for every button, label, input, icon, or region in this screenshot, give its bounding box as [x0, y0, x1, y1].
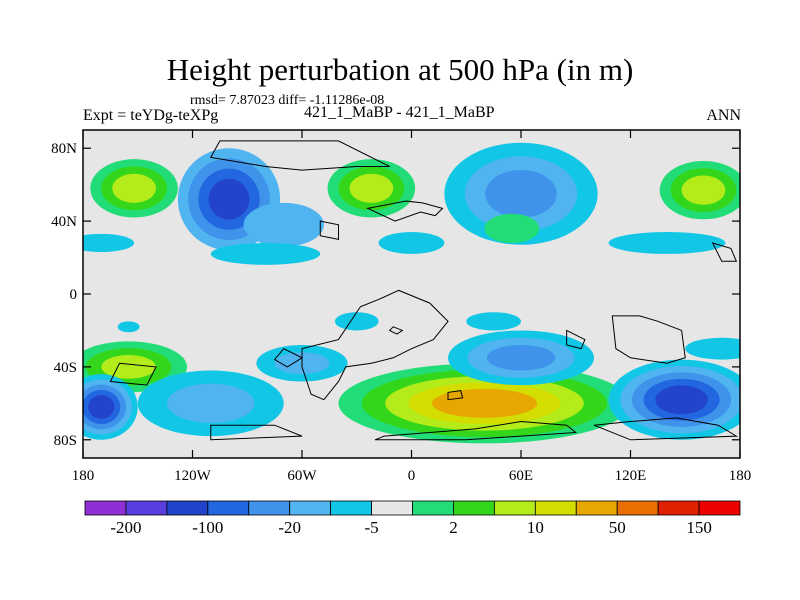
contour-fill-12-4 [88, 395, 115, 419]
contour-fill-1-0 [83, 233, 135, 253]
stats-label: rmsd= 7.87023 diff= -1.11286e-08 [190, 93, 385, 108]
colorbar-swatch [575, 500, 618, 516]
x-tick-label: 120E [615, 468, 647, 484]
colorbar-label: 50 [609, 518, 626, 537]
coastline-9 [273, 348, 304, 368]
colorbar-label: 2 [449, 518, 458, 537]
chart-title: Height perturbation at 500 hPa (in m) [166, 52, 634, 87]
coastline-6 [374, 421, 578, 441]
coastline-7 [109, 362, 157, 386]
colorbar-swatch [330, 500, 372, 516]
colorbar-swatch [371, 500, 413, 516]
colorbar-label: -5 [364, 518, 378, 537]
contour-fill-19-0 [117, 321, 140, 333]
colorbar-swatch [534, 500, 577, 516]
x-tick-label: 60W [287, 468, 317, 484]
contour-fill-16-2 [486, 345, 556, 371]
contour-fill-4-0 [210, 242, 321, 265]
season-label: ANN [706, 107, 741, 124]
colorbar-swatch [84, 500, 127, 516]
colorbar-label: -100 [192, 518, 223, 537]
colorbar-label: 10 [527, 518, 544, 537]
colorbar-label: 150 [686, 518, 712, 537]
contour-fill-6-0 [378, 232, 445, 254]
colorbar-label: -20 [278, 518, 301, 537]
coastline-8 [447, 390, 464, 401]
colorbar-swatch [453, 500, 495, 516]
contour-fill-15-4 [431, 388, 538, 418]
x-tick-label: 60E [509, 468, 533, 484]
experiment-label: Expt = teYDg-teXPg [83, 107, 219, 124]
y-tick-label: 80S [54, 433, 77, 449]
y-tick-label: 80N [51, 141, 77, 157]
contour-fill-5-3 [349, 173, 394, 203]
contour-fill-17-0 [334, 312, 379, 331]
contour-fill-18-0 [466, 312, 521, 331]
colorbar-swatch [166, 500, 209, 516]
coastline-3 [611, 315, 686, 364]
coastline-0 [209, 140, 390, 171]
y-tick-label: 40N [51, 214, 77, 230]
contour-fill-2-3 [208, 178, 250, 220]
case-label: 421_1_MaBP - 421_1_MaBP [304, 104, 495, 121]
contour-fill-0-3 [112, 173, 156, 203]
coastline-12 [388, 326, 404, 335]
x-tick-label: 180 [72, 468, 95, 484]
contour-fill-3-0 [243, 202, 324, 247]
contour-fill-9-3 [681, 175, 726, 205]
coastline-11 [319, 220, 339, 240]
colorbar-swatch [207, 500, 250, 516]
colorbar-swatch [125, 500, 168, 516]
coastline-10 [711, 242, 738, 262]
colorbar-swatch [412, 500, 454, 516]
colorbar-swatch [616, 500, 659, 516]
x-tick-label: 120W [174, 468, 212, 484]
coastline-5 [210, 424, 303, 441]
contour-fill-7-2 [485, 169, 557, 218]
coastline-13 [566, 329, 586, 350]
contour-fill-21-0 [685, 337, 740, 360]
colorbar-swatch [493, 500, 536, 516]
contour-fill-10-0 [608, 232, 726, 254]
y-tick-label: 0 [70, 287, 78, 303]
colorbar-swatch [248, 500, 291, 516]
colorbar-swatch [289, 500, 332, 516]
x-tick-label: 180 [729, 468, 752, 484]
x-tick-label: 0 [408, 468, 416, 484]
contour-fill-8-0 [484, 213, 540, 243]
contour-fill-13-1 [166, 383, 255, 424]
colorbar-label: -200 [110, 518, 141, 537]
contour-fill-20-4 [655, 385, 708, 415]
y-tick-label: 40S [54, 360, 77, 376]
colorbar-swatch [698, 500, 741, 516]
colorbar-swatch [657, 500, 700, 516]
coastline-4 [593, 417, 739, 441]
coastline-2 [301, 289, 449, 401]
coastline-1 [366, 200, 444, 222]
